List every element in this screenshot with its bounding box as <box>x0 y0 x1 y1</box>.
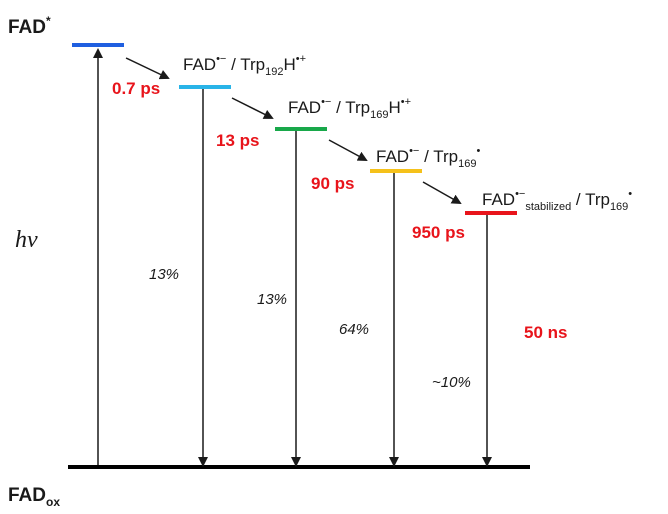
time-13ps: 13 ps <box>216 131 259 150</box>
state-label-stabilized: FAD•−stabilized / Trp169• <box>482 188 632 213</box>
transfer-arrow-1 <box>125 57 170 80</box>
ground-state-label: FADox <box>8 485 60 509</box>
state-label-trp169h: FAD•− / Trp169H•+ <box>288 96 411 121</box>
yield-10: ~10% <box>432 374 471 391</box>
excited-state-label: FAD* <box>8 14 51 38</box>
time-0-7ps: 0.7 ps <box>112 79 160 98</box>
yield-13-second: 13% <box>257 291 287 308</box>
state-label-trp169: FAD•− / Trp169• <box>376 145 480 170</box>
state-label-trp192: FAD•− / Trp192H•+ <box>183 53 306 78</box>
time-950ps: 950 ps <box>412 223 465 242</box>
time-90ps: 90 ps <box>311 174 354 193</box>
transfer-arrow-4 <box>422 181 462 204</box>
transfer-arrow-2 <box>231 97 274 119</box>
h-nu-label: hν <box>15 227 38 253</box>
yield-64: 64% <box>339 321 369 338</box>
yield-13-first: 13% <box>149 266 179 283</box>
transfer-arrow-3 <box>328 139 368 161</box>
time-50ns: 50 ns <box>524 323 567 342</box>
